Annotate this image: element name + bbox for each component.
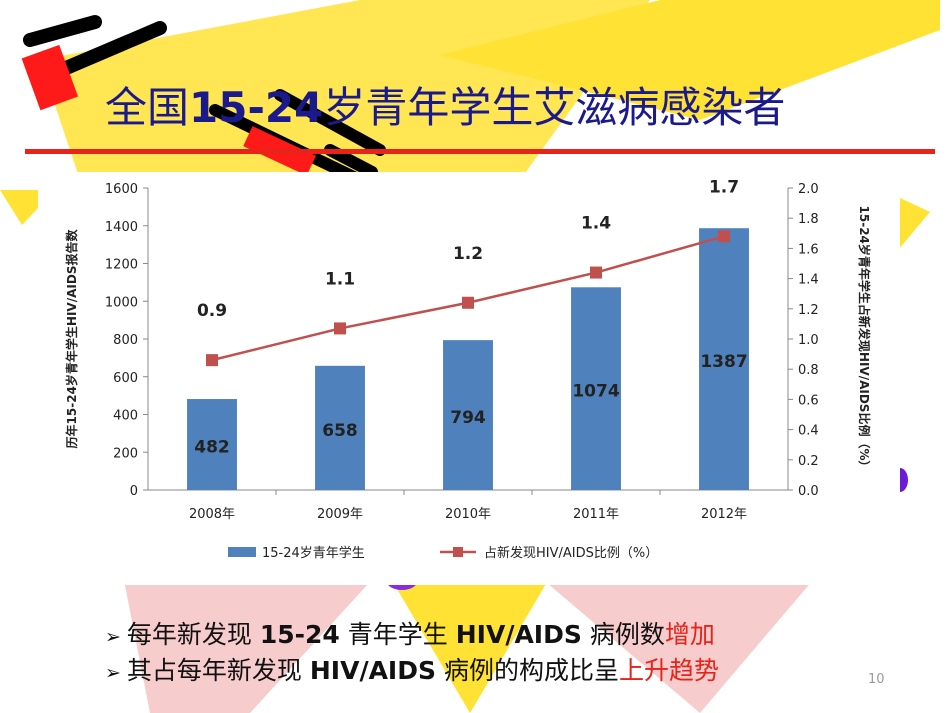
bar-value-label: 1387 [700, 352, 747, 372]
line-point [206, 354, 218, 367]
right-tick-label: 1.4 [798, 273, 819, 288]
bullet-highlight: 增加 [664, 620, 715, 649]
right-tick-label: 0.6 [798, 393, 819, 408]
right-tick-label: 1.2 [798, 303, 819, 318]
arrow-bullet-icon: ➢ [105, 662, 121, 684]
combo-chart: 0 200 400 600 800 1000 1200 1400 1600 0.0 0.2 0.4 0.… [64, 177, 872, 561]
line-point [334, 322, 346, 335]
chart-panel: 0 200 400 600 800 1000 1200 1400 1600 0.0 0.2 0.4 0.… [38, 172, 900, 585]
x-tick-label: 2008年 [189, 507, 235, 522]
legend-bar-label: 15-24岁青年学生 [262, 545, 365, 561]
right-tick-label: 1.6 [798, 242, 819, 257]
bar [699, 228, 749, 491]
y2-axis-title: 15-24岁青年学生占新发现HIV/AIDS比例（%） [857, 206, 872, 473]
left-tick-label: 800 [113, 333, 138, 348]
right-tick-label: 1.8 [798, 212, 819, 227]
bullet-text: 病例数 [581, 620, 665, 649]
slide-title: 全国15-24岁青年学生艾滋病感染者 [105, 78, 950, 138]
left-tick-label: 0 [130, 484, 138, 499]
left-tick-label: 1400 [105, 220, 138, 235]
bullet-text: 其占每年新发现 [126, 656, 310, 685]
title-suffix: 岁青年学生艾滋病感染者 [323, 83, 786, 132]
title-age-range: 15-24 [189, 83, 324, 132]
bar-value-label: 658 [322, 421, 358, 441]
right-tick-label: 0.2 [798, 454, 819, 469]
bullet-text: 每年新发现 [126, 620, 260, 649]
page-number: 10 [868, 672, 885, 687]
title-underline [25, 149, 935, 154]
left-tick-label: 200 [113, 446, 138, 461]
left-tick-label: 1200 [105, 258, 138, 273]
x-tick-label: 2011年 [573, 507, 619, 522]
arrow-bullet-icon: ➢ [105, 626, 121, 648]
line-value-label: 1.4 [581, 214, 611, 234]
bullet-item: ➢ 每年新发现 15-24 青年学生 HIV/AIDS 病例数增加 [105, 618, 885, 654]
x-tick-label: 2012年 [701, 507, 747, 522]
bar [315, 365, 365, 490]
line-value-label: 1.7 [709, 177, 739, 197]
bullet-item: ➢ 其占每年新发现 HIV/AIDS 病例的构成比呈上升趋势 [105, 654, 885, 690]
legend-bar-swatch [228, 547, 256, 557]
legend-line-label: 占新发现HIV/AIDS比例（%） [484, 545, 658, 561]
legend-line-marker [453, 547, 463, 557]
bullet-text-bold: HIV/AIDS [455, 620, 582, 649]
line-value-label: 1.2 [453, 244, 483, 264]
bar-value-label: 794 [450, 408, 486, 428]
right-tick-label: 0.0 [798, 484, 819, 499]
line-value-label: 0.9 [197, 301, 227, 321]
x-tick-label: 2009年 [317, 507, 363, 522]
left-tick-label: 1600 [105, 182, 138, 197]
right-tick-label: 0.8 [798, 363, 819, 378]
right-tick-label: 1.0 [798, 333, 819, 348]
right-tick-label: 2.0 [798, 182, 819, 197]
title-prefix: 全国 [105, 83, 190, 132]
bar [571, 287, 621, 490]
bullet-text-bold: 15-24 [259, 620, 340, 649]
bullet-text-bold: HIV/AIDS [309, 656, 436, 685]
line-point [590, 266, 602, 279]
bullet-highlight: 上升趋势 [618, 656, 719, 685]
line-point [718, 230, 730, 243]
bar [187, 399, 237, 490]
bar-value-label: 482 [194, 438, 230, 458]
left-tick-label: 400 [113, 409, 138, 424]
bullet-text: 病例的构成比呈 [436, 656, 619, 685]
bullet-list: ➢ 每年新发现 15-24 青年学生 HIV/AIDS 病例数增加 ➢ 其占每年新发… [105, 618, 885, 690]
bar [443, 340, 493, 490]
x-tick-label: 2010年 [445, 507, 491, 522]
line-point [462, 296, 474, 309]
y-axis-title: 历年15-24岁青年学生HIV/AIDS报告数 [64, 229, 79, 449]
left-tick-label: 1000 [105, 295, 138, 310]
left-tick-label: 600 [113, 371, 138, 386]
right-tick-label: 0.4 [798, 424, 819, 439]
line-value-label: 1.1 [325, 269, 355, 289]
bar-value-label: 1074 [572, 382, 619, 402]
bullet-text: 青年学生 [339, 620, 456, 649]
